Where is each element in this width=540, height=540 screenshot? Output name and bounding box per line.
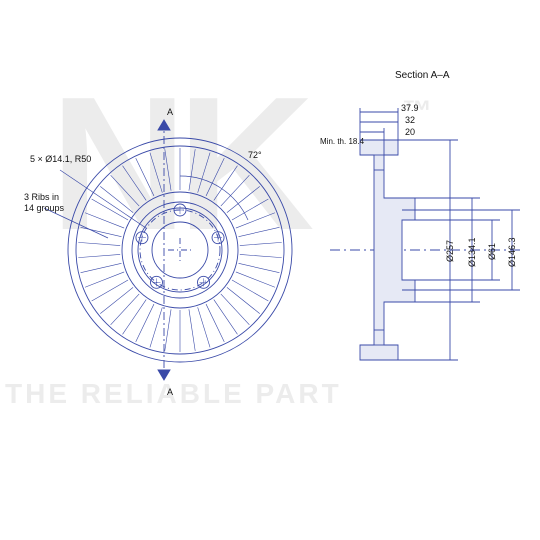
dia-1: Ø257 xyxy=(445,240,455,262)
dia-2: Ø134.1 xyxy=(467,237,477,267)
section-arrow-top-label: A xyxy=(167,107,173,117)
front-view xyxy=(30,100,330,420)
section-arrow-bottom-label: A xyxy=(167,387,173,397)
ribs-label-line1: 3 Ribs in xyxy=(24,192,59,202)
bolt-spec-label: 5 × Ø14.1, R50 xyxy=(30,154,91,164)
angle-label: 72° xyxy=(248,150,262,160)
section-title: Section A–A xyxy=(395,70,449,81)
dim-top-2: 32 xyxy=(405,115,415,125)
dim-top-3: 20 xyxy=(405,127,415,137)
ribs-label-line2: 14 groups xyxy=(24,203,64,213)
min-thickness-label: Min. th. 18.4 xyxy=(320,137,364,146)
dim-top-1: 37.9 xyxy=(401,103,419,113)
dia-4: Ø146.3 xyxy=(507,237,517,267)
dia-3: Ø61 xyxy=(487,243,497,260)
